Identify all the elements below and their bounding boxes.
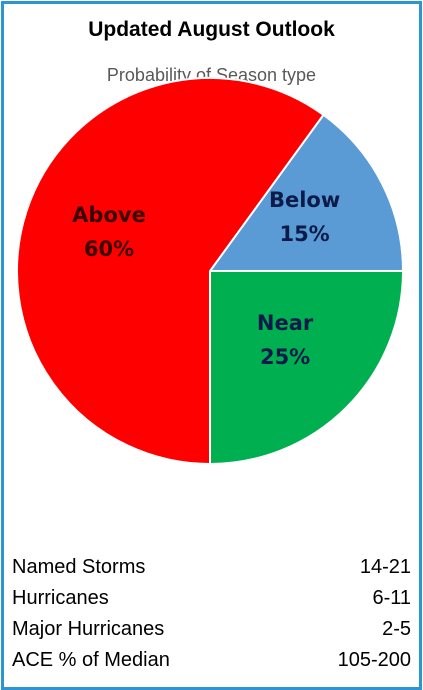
pie-slice-near bbox=[209, 270, 405, 466]
pie-slice-above bbox=[16, 77, 325, 466]
chart-title: Updated August Outlook bbox=[88, 18, 335, 41]
stats-row: ACE % of Median 105-200 bbox=[12, 645, 411, 676]
chart-subtitle: Probability of Season type bbox=[106, 65, 317, 85]
slice-label-above: Above bbox=[72, 203, 146, 227]
stats-row: Named Storms 14-21 bbox=[12, 552, 411, 583]
stats-table: Named Storms 14-21 Hurricanes 6-11 Major… bbox=[12, 552, 411, 676]
pie-slice-below bbox=[208, 113, 405, 272]
slice-label-near: Near bbox=[257, 311, 314, 335]
stat-value: 6-11 bbox=[372, 587, 411, 609]
slice-value-above: 60% bbox=[84, 237, 134, 261]
slice-value-below: 15% bbox=[279, 222, 329, 246]
stats-row: Major Hurricanes 2-5 bbox=[12, 614, 411, 645]
stat-label: Named Storms bbox=[12, 556, 146, 578]
stat-label: Major Hurricanes bbox=[12, 618, 165, 640]
stat-label: ACE % of Median bbox=[12, 649, 170, 671]
stats-row: Hurricanes 6-11 bbox=[12, 583, 411, 614]
stat-value: 105-200 bbox=[337, 649, 411, 671]
stat-value: 14-21 bbox=[359, 556, 411, 578]
stat-label: Hurricanes bbox=[12, 587, 109, 609]
slice-value-near: 25% bbox=[260, 345, 310, 369]
slice-label-below: Below bbox=[269, 188, 340, 212]
pie-chart: Below 15% Near 25% Above 60% bbox=[16, 77, 405, 466]
stat-value: 2-5 bbox=[382, 618, 411, 640]
